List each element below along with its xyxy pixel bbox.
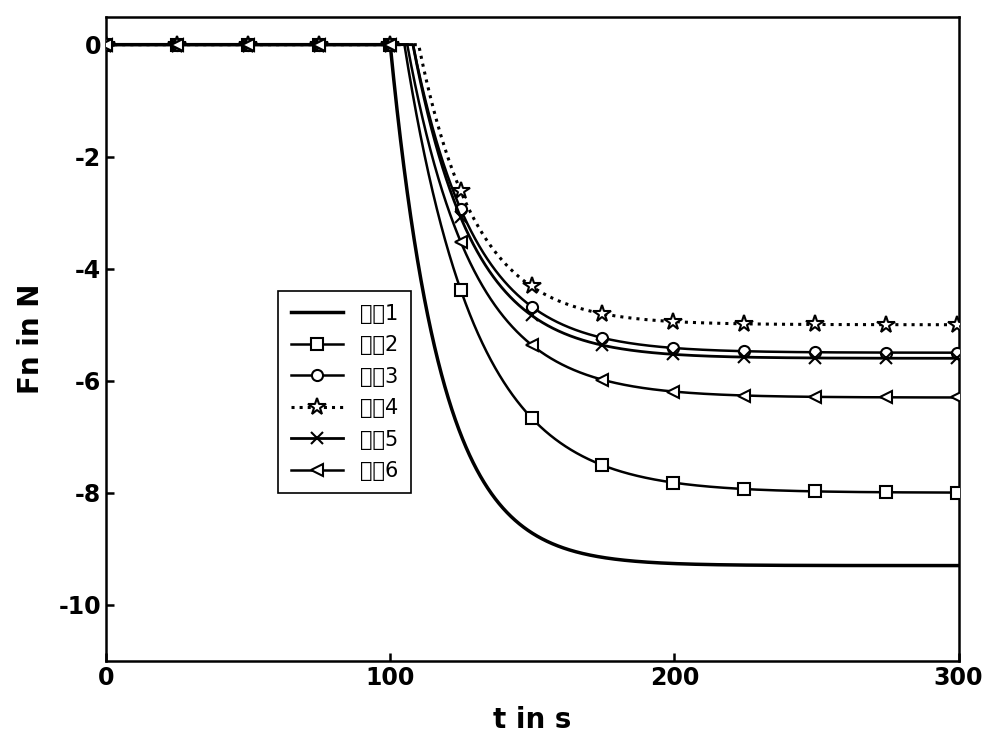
- 实卹6: [482, 291, 494, 300]
- 实卹6: [307, 40, 319, 49]
- Line: 实卹3: 实卹3: [100, 39, 964, 358]
- 实卹4: [307, 40, 319, 49]
- 实卹6: [303, 40, 315, 49]
- 实卹3: [303, 40, 315, 49]
- 实卹4: [953, 320, 965, 329]
- 实卹4: [946, 320, 958, 329]
- 实卹5: [953, 354, 965, 363]
- 实卹3: [307, 40, 319, 49]
- 实卹2: [946, 488, 958, 497]
- 实卹2: [307, 40, 319, 49]
- 实卹6: [100, 40, 112, 49]
- 实卹4: [482, 237, 494, 246]
- 实卹6: [946, 393, 958, 402]
- 实卹1: [946, 561, 958, 570]
- 实卹4: [298, 40, 310, 49]
- 实卹1: [298, 40, 310, 49]
- 实卹6: [298, 40, 310, 49]
- 实卹3: [100, 40, 112, 49]
- 实卹3: [953, 348, 965, 357]
- 实卹1: [307, 40, 319, 49]
- Line: 实卹6: 实卹6: [100, 38, 965, 404]
- 实卹5: [298, 40, 310, 49]
- 实卹6: [953, 393, 965, 402]
- 实卹5: [307, 40, 319, 49]
- Line: 实卹4: 实卹4: [97, 35, 968, 333]
- 实卹3: [946, 348, 958, 357]
- 实卹6: [421, 134, 433, 143]
- 实卹2: [303, 40, 315, 49]
- 实卹5: [946, 354, 958, 363]
- Y-axis label: Fn in N: Fn in N: [17, 284, 45, 394]
- 实卹1: [953, 561, 965, 570]
- 实卹1: [100, 40, 112, 49]
- Line: 实卹1: 实卹1: [106, 44, 959, 566]
- 实卹2: [298, 40, 310, 49]
- X-axis label: t in s: t in s: [493, 707, 572, 734]
- 实卹2: [421, 164, 433, 173]
- 实卹1: [482, 484, 494, 493]
- Line: 实卹5: 实卹5: [100, 38, 965, 364]
- 实卹2: [953, 488, 965, 497]
- 实卹4: [303, 40, 315, 49]
- 实卹4: [421, 80, 433, 89]
- 实卹5: [421, 107, 433, 116]
- 实卹3: [421, 104, 433, 113]
- 实卹5: [482, 264, 494, 273]
- 实卹2: [100, 40, 112, 49]
- 实卹3: [482, 255, 494, 264]
- Legend: 实卹1, 实卹2, 实卹3, 实卹4, 实卹5, 实卹6: 实卹1, 实卹2, 实卹3, 实卹4, 实卹5, 实卹6: [278, 291, 411, 493]
- 实卹1: [421, 309, 433, 318]
- 实卹5: [100, 40, 112, 49]
- 实卹5: [303, 40, 315, 49]
- 实卹2: [482, 350, 494, 359]
- 实卹1: [303, 40, 315, 49]
- 实卹4: [100, 40, 112, 49]
- 实卹3: [298, 40, 310, 49]
- Line: 实卹2: 实卹2: [100, 39, 964, 498]
